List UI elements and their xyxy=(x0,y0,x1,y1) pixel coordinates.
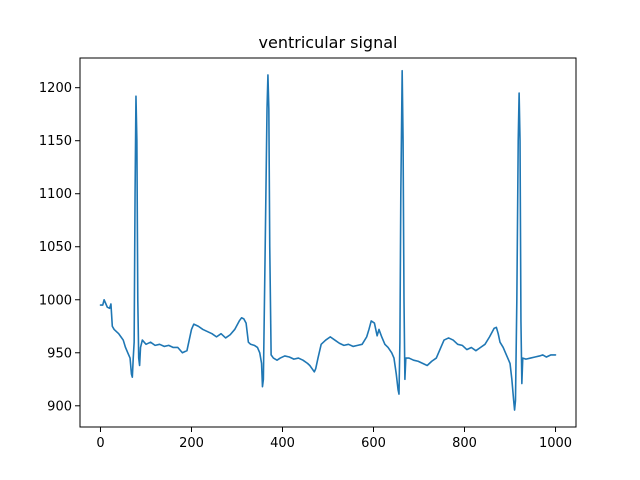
y-tick-label: 1000 xyxy=(39,293,72,308)
x-tick-label: 1000 xyxy=(539,436,572,451)
series-line xyxy=(99,69,557,411)
x-tick-label: 400 xyxy=(270,436,295,451)
plot-area-frame xyxy=(79,57,577,428)
y-tick-label: 1200 xyxy=(39,81,72,96)
y-tick-label: 1050 xyxy=(39,240,72,255)
x-tick-label: 800 xyxy=(452,436,477,451)
series-layer xyxy=(99,69,557,411)
y-tick-label: 950 xyxy=(47,346,72,361)
x-tick-label: 200 xyxy=(179,436,204,451)
x-tick-label: 600 xyxy=(361,436,386,451)
y-axis: 900 950 1000 1050 1100 1150 1200 xyxy=(39,81,80,414)
y-tick-label: 900 xyxy=(47,399,72,414)
x-tick-label: 0 xyxy=(96,436,104,451)
chart-title: ventricular signal xyxy=(259,33,398,52)
y-tick-label: 1100 xyxy=(39,187,72,202)
x-axis: 0 200 400 600 800 1000 xyxy=(96,427,572,451)
y-tick-label: 1150 xyxy=(39,134,72,149)
